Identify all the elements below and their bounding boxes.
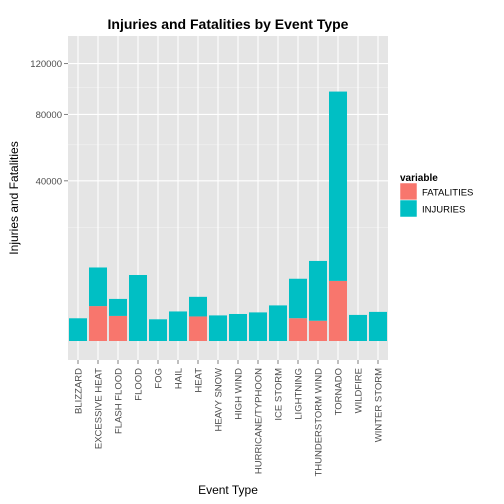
bar-injuries-hurricane-typhoon	[249, 312, 267, 341]
bar-injuries-hail	[169, 311, 187, 341]
bar-injuries-fog	[149, 319, 167, 341]
bar-injuries-blizzard	[69, 318, 87, 341]
bar-injuries-excessive-heat	[89, 267, 107, 307]
bar-fatalities-excessive-heat	[89, 306, 107, 341]
y-axis-title: Injuries and Fatalities	[7, 141, 21, 254]
x-tick-label: TORNADO	[334, 368, 345, 415]
x-tick-label: BLIZZARD	[74, 368, 85, 414]
y-tick-label: 80000	[36, 110, 62, 121]
bar-injuries-flood	[129, 274, 147, 341]
x-tick-label: FOG	[154, 368, 165, 389]
x-tick-label: EXCESSIVE HEAT	[94, 368, 105, 449]
bar-injuries-heat	[189, 296, 207, 317]
bar-injuries-winter-storm	[369, 311, 387, 341]
x-tick-label: LIGHTNING	[294, 368, 305, 420]
bar-fatalities-tornado	[329, 280, 347, 341]
y-tick-label: 40000	[36, 176, 62, 187]
legend-key-fatalities	[399, 182, 418, 201]
y-tick-label: 120000	[30, 59, 62, 70]
x-tick-label: HAIL	[174, 368, 185, 389]
x-tick-label: WINTER STORM	[374, 368, 385, 442]
x-tick-label: FLOOD	[134, 368, 145, 401]
x-tick-label: HURRICANE/TYPHOON	[254, 368, 265, 474]
legend-label-fatalities: FATALITIES	[422, 188, 473, 199]
legend-label-injuries: INJURIES	[422, 205, 465, 216]
chart-title: Injuries and Fatalities by Event Type	[108, 16, 349, 32]
bar-injuries-lightning	[289, 278, 307, 319]
x-tick-label: FLASH FLOOD	[114, 368, 125, 434]
x-tick-label: HEAT	[194, 368, 205, 393]
bar-injuries-ice-storm	[269, 305, 287, 341]
x-tick-label: WILDFIRE	[354, 368, 365, 413]
bars	[69, 91, 387, 341]
y-axis: 40000 80000 120000	[30, 59, 68, 187]
bar-injuries-tornado	[329, 91, 347, 281]
legend-title: variable	[400, 173, 438, 184]
bar-injuries-wildfire	[349, 314, 367, 341]
x-tick-label: HEAVY SNOW	[214, 368, 225, 432]
bar-fatalities-thunderstorm-wind	[309, 320, 327, 341]
x-axis: BLIZZARD EXCESSIVE HEAT FLASH FLOOD FLOOD FO…	[74, 360, 385, 477]
bar-injuries-high-wind	[229, 313, 247, 341]
bar-injuries-heavy-snow	[209, 315, 227, 341]
x-tick-label: ICE STORM	[274, 368, 285, 421]
bar-fatalities-flash-flood	[109, 315, 127, 341]
bar-fatalities-lightning	[289, 318, 307, 341]
bar-injuries-flash-flood	[109, 298, 127, 316]
x-axis-title: Event Type	[198, 483, 258, 497]
legend: variable FATALITIES INJURIES	[399, 173, 473, 218]
bar-fatalities-heat	[189, 316, 207, 341]
x-tick-label: HIGH WIND	[234, 368, 245, 420]
x-tick-label: THUNDERSTORM WIND	[314, 368, 325, 477]
bar-injuries-thunderstorm-wind	[309, 260, 327, 321]
legend-key-injuries	[399, 199, 418, 218]
